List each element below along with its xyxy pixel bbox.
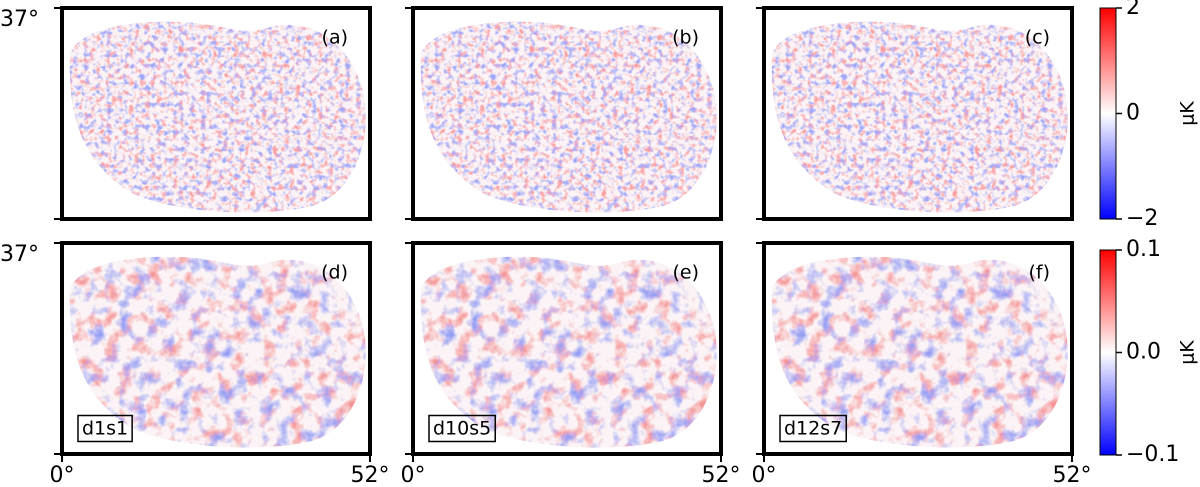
panel-label: (f) bbox=[1028, 262, 1050, 284]
map-panel: (a) bbox=[54, 6, 372, 221]
panel-frame bbox=[762, 241, 1074, 456]
map-panel: (d) d1s1 0° 52° bbox=[50, 241, 390, 487]
panel-label: (e) bbox=[672, 262, 699, 284]
x-axis-label: 0° bbox=[752, 463, 777, 487]
colorbar-unit: μK bbox=[1177, 340, 1199, 365]
panel-frame bbox=[60, 6, 372, 221]
y-axis-label: 37° bbox=[0, 242, 39, 267]
colorbar bbox=[1099, 7, 1117, 220]
x-axis-label: 52° bbox=[1053, 463, 1092, 487]
panel-frame bbox=[762, 6, 1074, 221]
colorbar-unit: μK bbox=[1177, 101, 1199, 126]
x-axis-label: 52° bbox=[351, 463, 390, 487]
model-box bbox=[77, 414, 133, 443]
model-box bbox=[428, 414, 496, 443]
map-panel: (f) d12s7 0° 52° bbox=[752, 241, 1092, 487]
colorbar-tick-label: 2 bbox=[1126, 0, 1140, 20]
map-panel: (b) bbox=[405, 6, 723, 221]
model-label: d10s5 bbox=[433, 418, 491, 440]
sky-map bbox=[771, 21, 1068, 213]
colorbar bbox=[1099, 249, 1117, 456]
map-noise bbox=[69, 21, 366, 213]
sky-map bbox=[420, 21, 717, 213]
map-panel: (e) d10s5 0° 52° bbox=[401, 241, 741, 487]
sky-map bbox=[69, 21, 366, 213]
x-axis-label: 0° bbox=[401, 463, 426, 487]
colorbar-tick-label: −0.1 bbox=[1126, 442, 1179, 467]
map-noise bbox=[420, 21, 717, 213]
panel-label: (d) bbox=[321, 262, 348, 284]
colorbar-tick-label: 0.1 bbox=[1126, 237, 1161, 262]
colorbar-tick-label: 0 bbox=[1126, 101, 1140, 126]
panel-frame bbox=[60, 241, 372, 456]
map-noise bbox=[771, 21, 1068, 213]
colorbar-tick-label: −2 bbox=[1126, 206, 1158, 231]
model-label: d12s7 bbox=[784, 418, 842, 440]
colorbar-tick-label: 0.0 bbox=[1126, 340, 1161, 365]
panel-label: (a) bbox=[322, 27, 348, 49]
panel-label: (c) bbox=[1025, 27, 1050, 49]
panel-frame bbox=[411, 6, 723, 221]
x-axis-label: 52° bbox=[702, 463, 741, 487]
panel-frame bbox=[411, 241, 723, 456]
x-axis-label: 0° bbox=[50, 463, 75, 487]
y-axis-label: 37° bbox=[0, 7, 39, 32]
model-label: d1s1 bbox=[82, 418, 128, 440]
model-box bbox=[779, 414, 847, 443]
map-panel: (c) bbox=[756, 6, 1074, 221]
panel-label: (b) bbox=[672, 27, 699, 49]
